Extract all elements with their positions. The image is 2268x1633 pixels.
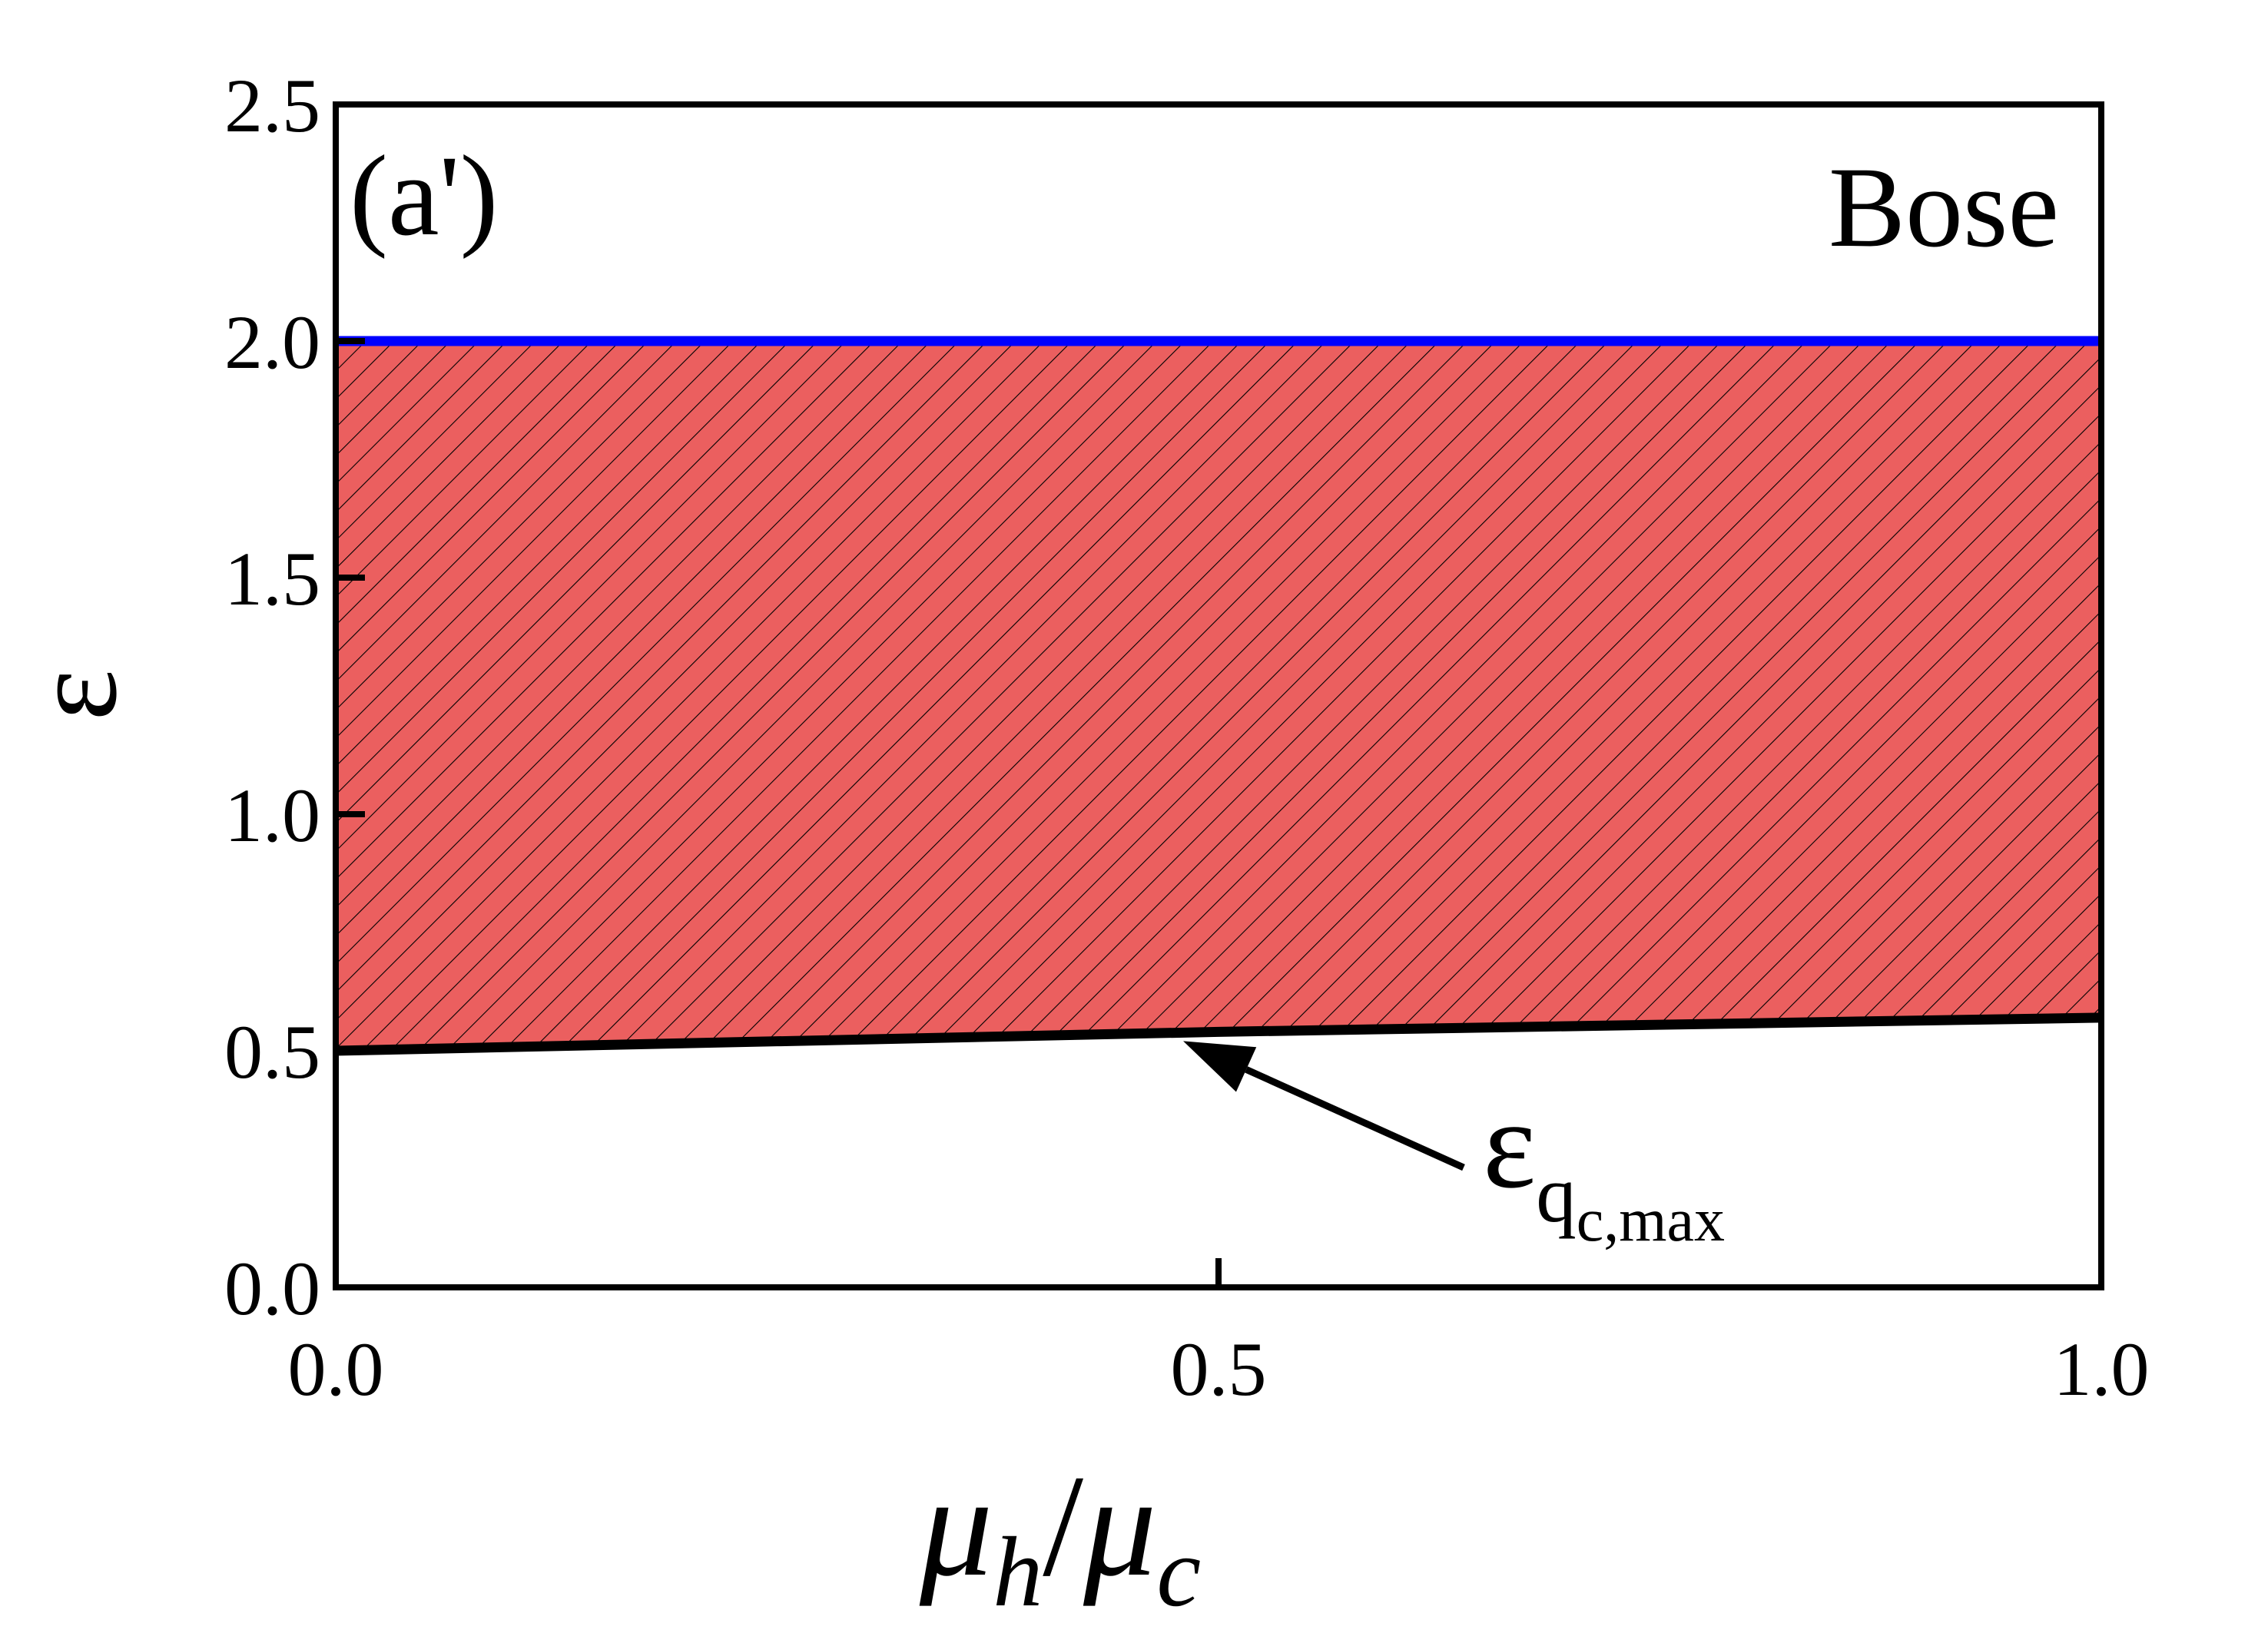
annotation-arrow-shaft [1245, 1066, 1465, 1171]
x-tick-label: 0.0 [288, 1327, 384, 1412]
y-tick-label: 1.5 [224, 536, 320, 621]
shaded-region-hatch [336, 341, 2101, 1051]
y-tick-label: 0.5 [224, 1009, 320, 1095]
x-axis-label: μh/μc [919, 1446, 1201, 1628]
annotation-label: εqc,max [1483, 1074, 1725, 1254]
x-tick-label: 0.5 [1171, 1327, 1267, 1412]
statistics-label: Bose [1829, 144, 2059, 271]
y-tick-label: 2.5 [224, 63, 320, 148]
y-axis-label: ε [5, 669, 142, 720]
x-tick-label: 1.0 [2054, 1327, 2150, 1412]
y-tick-label: 2.0 [224, 300, 320, 385]
panel-label: (a') [350, 132, 499, 260]
y-tick-label: 0.0 [224, 1246, 320, 1331]
lower-bound-line [336, 1012, 2101, 1056]
annotation-arrow-head [1183, 1041, 1257, 1092]
y-tick-label: 1.0 [224, 773, 320, 858]
